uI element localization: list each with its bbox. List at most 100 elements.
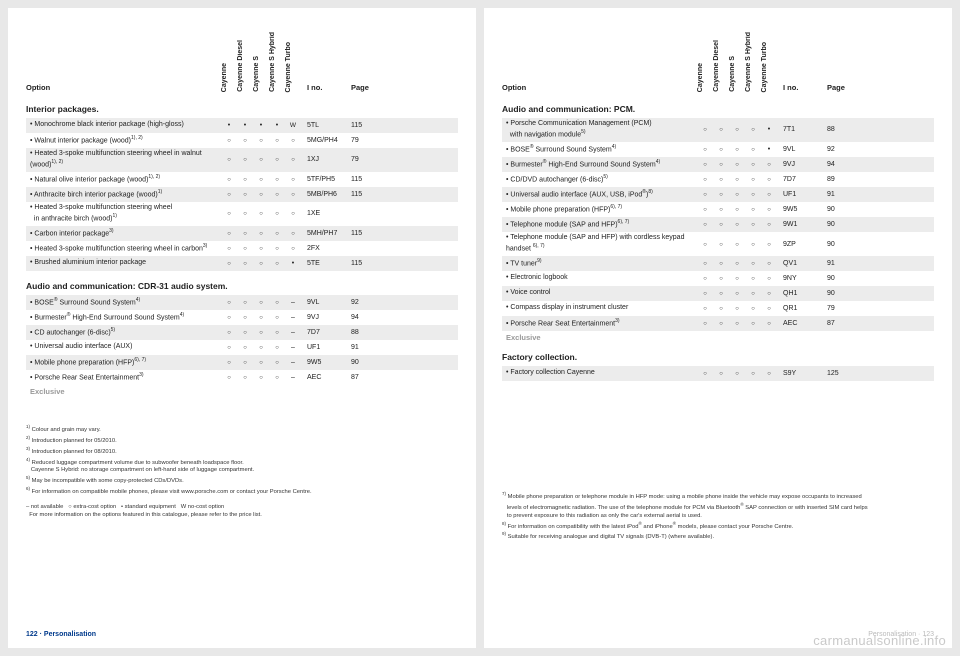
availability-mark: [745, 370, 761, 377]
availability-mark: [269, 137, 285, 144]
page-number-left: 122 · Personalisation: [26, 631, 96, 638]
col-turbo: Cayenne Turbo: [761, 42, 777, 92]
header-option: Option: [26, 83, 221, 92]
row-page: 87: [827, 320, 867, 327]
row-ino: QR1: [777, 305, 827, 312]
availability-mark: [237, 176, 253, 183]
table-row: • Universal audio interface (AUX)UF191: [26, 340, 458, 355]
availability-mark: [237, 230, 253, 237]
row-page: 92: [827, 146, 867, 153]
row-page: 94: [827, 161, 867, 168]
availability-mark: [221, 260, 237, 267]
row-ino: 5TE: [301, 260, 351, 267]
availability-mark: [697, 176, 713, 183]
availability-mark: [269, 156, 285, 163]
row-page: 79: [351, 156, 391, 163]
row-ino: 9W1: [777, 221, 827, 228]
availability-mark: [237, 374, 253, 381]
availability-mark: [285, 260, 301, 267]
availability-mark: [269, 344, 285, 351]
row-label: • Burmester® High-End Surround Sound Sys…: [502, 159, 697, 170]
availability-mark: [253, 299, 269, 306]
availability-mark: [761, 305, 777, 312]
table-row: • CD/DVD autochanger (6-disc)5)7D789: [502, 172, 934, 187]
availability-mark: [253, 191, 269, 198]
availability-mark: [729, 161, 745, 168]
row-label: • Mobile phone preparation (HFP)6), 7): [502, 204, 697, 215]
row-page: 90: [827, 221, 867, 228]
availability-mark: [729, 275, 745, 282]
availability-mark: [745, 305, 761, 312]
availability-mark: [285, 230, 301, 237]
col-turbo: Cayenne Turbo: [285, 42, 301, 92]
row-ino: AEC: [777, 320, 827, 327]
availability-mark: [729, 241, 745, 248]
availability-mark: [697, 290, 713, 297]
availability-mark: [745, 320, 761, 327]
availability-mark: [253, 210, 269, 217]
table-row: • Compass display in instrument clusterQ…: [502, 301, 934, 316]
availability-mark: [713, 260, 729, 267]
row-ino: 9VL: [301, 299, 351, 306]
row-page: 115: [351, 122, 391, 129]
availability-mark: [237, 260, 253, 267]
table-row: • Anthracite birch interior package (woo…: [26, 187, 458, 202]
table-row: • BOSE® Surround Sound System4)9VL92: [502, 142, 934, 157]
availability-mark: [221, 329, 237, 336]
availability-mark: [713, 320, 729, 327]
availability-mark: [285, 137, 301, 144]
row-ino: 9VL: [777, 146, 827, 153]
table-row: • Porsche Rear Seat Entertainment3)AEC87: [502, 316, 934, 331]
availability-mark: [269, 359, 285, 366]
table-header-left: Option Cayenne Cayenne Diesel Cayenne S …: [26, 28, 458, 92]
availability-mark: [285, 176, 301, 183]
availability-mark: [269, 230, 285, 237]
exclusive-label: Exclusive: [26, 387, 458, 396]
row-label: • Porsche Rear Seat Entertainment3): [26, 372, 221, 383]
footnotes-right: 7) Mobile phone preparation or telephone…: [502, 491, 934, 542]
availability-mark: [253, 359, 269, 366]
table-row: • Porsche Communication Management (PCM)…: [502, 118, 934, 142]
availability-mark: [761, 161, 777, 168]
row-ino: QV1: [777, 260, 827, 267]
header-ino: I no.: [777, 83, 827, 92]
availability-mark: [237, 137, 253, 144]
col-cayenne: Cayenne: [221, 63, 237, 92]
availability-mark: [761, 126, 777, 133]
availability-mark: [761, 221, 777, 228]
availability-mark: [761, 260, 777, 267]
row-ino: 5TL: [301, 122, 351, 129]
availability-mark: [253, 245, 269, 252]
col-s: Cayenne S: [253, 56, 269, 92]
availability-mark: [745, 221, 761, 228]
availability-mark: [697, 221, 713, 228]
availability-mark: [221, 374, 237, 381]
table-row: • Voice controlQH190: [502, 286, 934, 301]
availability-mark: [697, 206, 713, 213]
availability-mark: [221, 210, 237, 217]
availability-mark: [761, 176, 777, 183]
table-row: • Telephone module (SAP and HFP)6), 7)9W…: [502, 217, 934, 232]
availability-mark: [237, 359, 253, 366]
row-label: • Heated 3-spoke multifunction steering …: [26, 150, 221, 170]
row-ino: 1XE: [301, 210, 351, 217]
availability-mark: [269, 176, 285, 183]
header-ino: I no.: [301, 83, 351, 92]
row-page: 115: [351, 176, 391, 183]
availability-mark: [697, 305, 713, 312]
availability-mark: [729, 191, 745, 198]
table-row: • Burmester® High-End Surround Sound Sys…: [26, 310, 458, 325]
availability-mark: [253, 260, 269, 267]
table-row: • Burmester® High-End Surround Sound Sys…: [502, 157, 934, 172]
table-row: • Universal audio interface (AUX, USB, i…: [502, 187, 934, 202]
availability-mark: [745, 126, 761, 133]
row-label: • Heated 3-spoke multifunction steering …: [26, 243, 221, 254]
availability-mark: [221, 299, 237, 306]
header-page: Page: [351, 83, 391, 92]
section-title: Audio and communication: CDR-31 audio sy…: [26, 281, 458, 291]
table-row: • Heated 3-spoke multifunction steering …: [26, 202, 458, 226]
exclusive-label: Exclusive: [502, 333, 934, 342]
row-page: 115: [351, 260, 391, 267]
table-row: • Natural olive interior package (wood)1…: [26, 172, 458, 187]
table-row: • Heated 3-spoke multifunction steering …: [26, 241, 458, 256]
